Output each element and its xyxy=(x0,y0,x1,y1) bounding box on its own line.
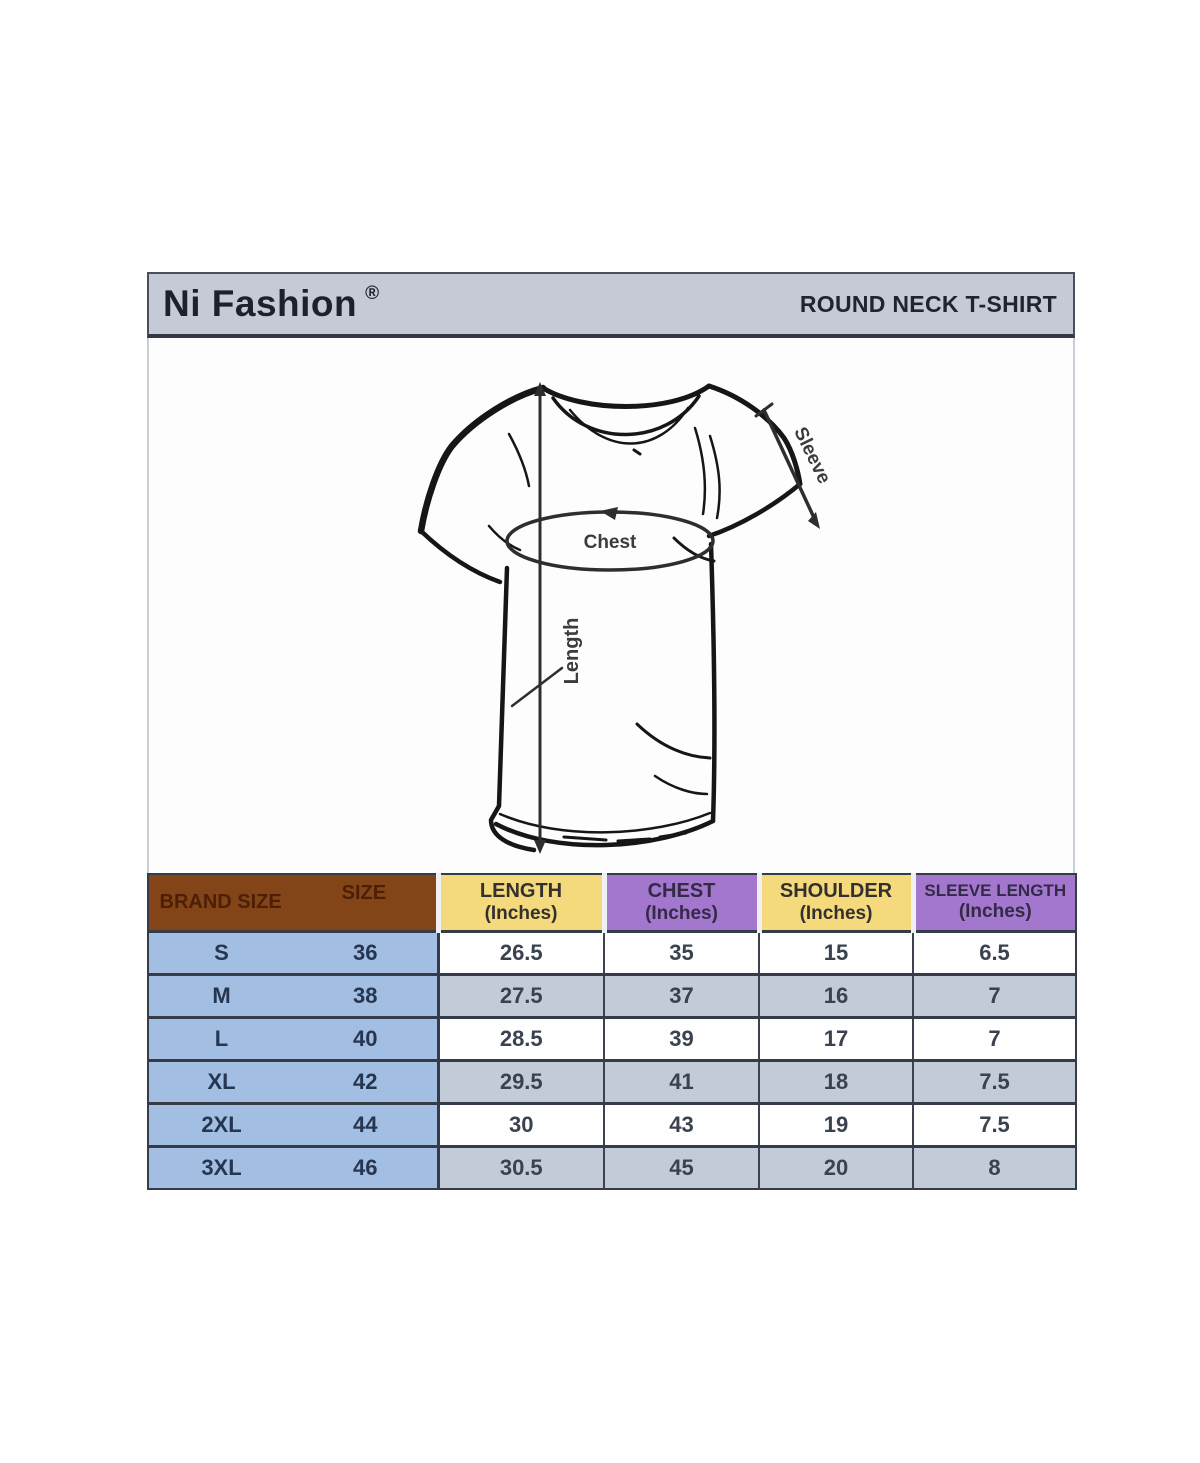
length-cell: 30.5 xyxy=(436,1146,604,1189)
left-sleeve-opening xyxy=(418,528,503,585)
hem-wrinkle2 xyxy=(653,774,709,796)
left-sleeve-outline xyxy=(417,384,547,535)
hem-wrinkle1 xyxy=(635,722,712,760)
left-underarm-wrinkle xyxy=(487,524,522,552)
sleeve-measure-line xyxy=(762,408,818,524)
table-row-m: M 38 27.5 37 16 7 xyxy=(148,974,1076,1017)
header-cell-chest: CHEST (Inches) xyxy=(601,874,759,931)
sleeve-length-header-unit: (Inches) xyxy=(958,901,1032,923)
header-cell-shoulder: SHOULDER (Inches) xyxy=(756,874,913,931)
shoulder-cell: 16 xyxy=(758,974,913,1017)
hem-outer-line xyxy=(493,818,716,848)
chest-header-unit: (Inches) xyxy=(645,902,718,924)
shoulder-cell: 18 xyxy=(758,1060,913,1103)
header-bar: Ni Fashion ® ROUND NECK T-SHIRT xyxy=(147,272,1075,338)
shoulder-header-label: SHOULDER xyxy=(779,879,893,902)
sleeve-tick-top xyxy=(754,402,774,418)
shoulder-cell: 15 xyxy=(758,931,913,974)
hem-stitch-dashes xyxy=(562,831,688,843)
header-cell-sleeve-length: SLEEVE LENGTH (Inches) xyxy=(910,874,1076,931)
chest-cell: 37 xyxy=(603,974,759,1017)
table-row-xl: XL 42 29.5 41 18 7.5 xyxy=(148,1060,1076,1103)
hem-inner-line xyxy=(498,811,712,834)
brand-title: Ni Fashion ® xyxy=(163,283,380,325)
brand-size-cell: L xyxy=(148,1017,294,1060)
chest-arrowhead-icon xyxy=(600,507,618,520)
brand-size-header-label: BRAND SIZE xyxy=(159,890,282,913)
brand-size-cell: 3XL xyxy=(148,1146,294,1189)
registered-trademark-icon: ® xyxy=(365,282,380,304)
size-cell: 46 xyxy=(294,1146,438,1189)
right-underarm-wrinkle xyxy=(672,536,716,563)
product-title: ROUND NECK T-SHIRT xyxy=(799,290,1057,317)
length-cell: 28.5 xyxy=(436,1017,604,1060)
length-cell: 26.5 xyxy=(436,931,604,974)
tshirt-sketch-svg: Chest Length Sleeve xyxy=(417,382,832,854)
sleeve-cell: 6.5 xyxy=(912,931,1076,974)
table-row-2xl: 2XL 44 30 43 19 7.5 xyxy=(148,1103,1076,1146)
length-cell: 30 xyxy=(436,1103,604,1146)
size-cell: 38 xyxy=(294,974,438,1017)
brand-size-cell: M xyxy=(148,974,294,1017)
collar-inner-line2 xyxy=(568,406,690,445)
shoulder-header-unit: (Inches) xyxy=(799,902,873,924)
header-cell-length: LENGTH (Inches) xyxy=(435,874,604,931)
shoulder-cell: 20 xyxy=(758,1146,913,1189)
sleeve-cell: 7.5 xyxy=(912,1060,1076,1103)
length-label: Length xyxy=(561,618,583,685)
right-armpit-wrinkle2 xyxy=(708,434,721,520)
tshirt-diagram: Chest Length Sleeve xyxy=(147,338,1075,873)
chest-header-label: CHEST xyxy=(647,879,716,902)
size-cell: 42 xyxy=(294,1060,438,1103)
sleeve-cell: 7 xyxy=(912,974,1076,1017)
table-row-l: L 40 28.5 39 17 7 xyxy=(148,1017,1076,1060)
table-row-3xl: 3XL 46 30.5 45 20 8 xyxy=(148,1146,1076,1189)
chest-cell: 35 xyxy=(603,931,759,974)
sleeve-cell: 8 xyxy=(912,1146,1076,1189)
size-chart-card: Ni Fashion ® ROUND NECK T-SHIRT xyxy=(147,272,1077,1190)
shoulder-cell: 19 xyxy=(758,1103,913,1146)
size-table: BRAND SIZE SIZE LENGTH (Inches) CHEST (I… xyxy=(147,873,1077,1190)
length-cell: 29.5 xyxy=(436,1060,604,1103)
sleeve-arrowhead-icon xyxy=(808,512,820,529)
sleeve-cell: 7.5 xyxy=(912,1103,1076,1146)
table-row-s: S 36 26.5 35 15 6.5 xyxy=(148,931,1076,974)
left-armpit-wrinkle xyxy=(507,432,531,488)
length-callout-line xyxy=(510,666,564,708)
chest-cell: 45 xyxy=(603,1146,759,1189)
left-body-edge xyxy=(488,565,537,853)
chest-cell: 39 xyxy=(603,1017,759,1060)
right-body-edge xyxy=(708,541,717,824)
header-cell-brand-size: BRAND SIZE SIZE xyxy=(148,874,438,931)
length-arrow-top-icon xyxy=(534,382,546,396)
collar-dash xyxy=(632,448,642,456)
shoulder-cell: 17 xyxy=(758,1017,913,1060)
right-armpit-wrinkle1 xyxy=(693,426,707,516)
length-header-unit: (Inches) xyxy=(484,902,558,924)
size-cell: 40 xyxy=(294,1017,438,1060)
size-cell: 44 xyxy=(294,1103,438,1146)
right-sleeve-opening xyxy=(706,481,803,539)
chest-cell: 43 xyxy=(603,1103,759,1146)
brand-size-cell: 2XL xyxy=(148,1103,294,1146)
chest-label: Chest xyxy=(584,532,637,553)
brand-size-cell: XL xyxy=(148,1060,294,1103)
length-arrow-bottom-icon xyxy=(534,840,546,854)
size-header-label: SIZE xyxy=(341,882,387,904)
table-header-row: BRAND SIZE SIZE LENGTH (Inches) CHEST (I… xyxy=(148,874,1076,931)
brand-size-cell: S xyxy=(148,931,294,974)
brand-name: Ni Fashion xyxy=(163,283,358,324)
chest-cell: 41 xyxy=(603,1060,759,1103)
length-cell: 27.5 xyxy=(436,974,604,1017)
right-sleeve-outline xyxy=(706,383,803,487)
collar-outline xyxy=(540,383,712,409)
length-header-label: LENGTH xyxy=(479,879,563,902)
sleeve-length-header-label: SLEEVE LENGTH xyxy=(924,880,1067,900)
sleeve-cell: 7 xyxy=(912,1017,1076,1060)
size-cell: 36 xyxy=(294,931,438,974)
